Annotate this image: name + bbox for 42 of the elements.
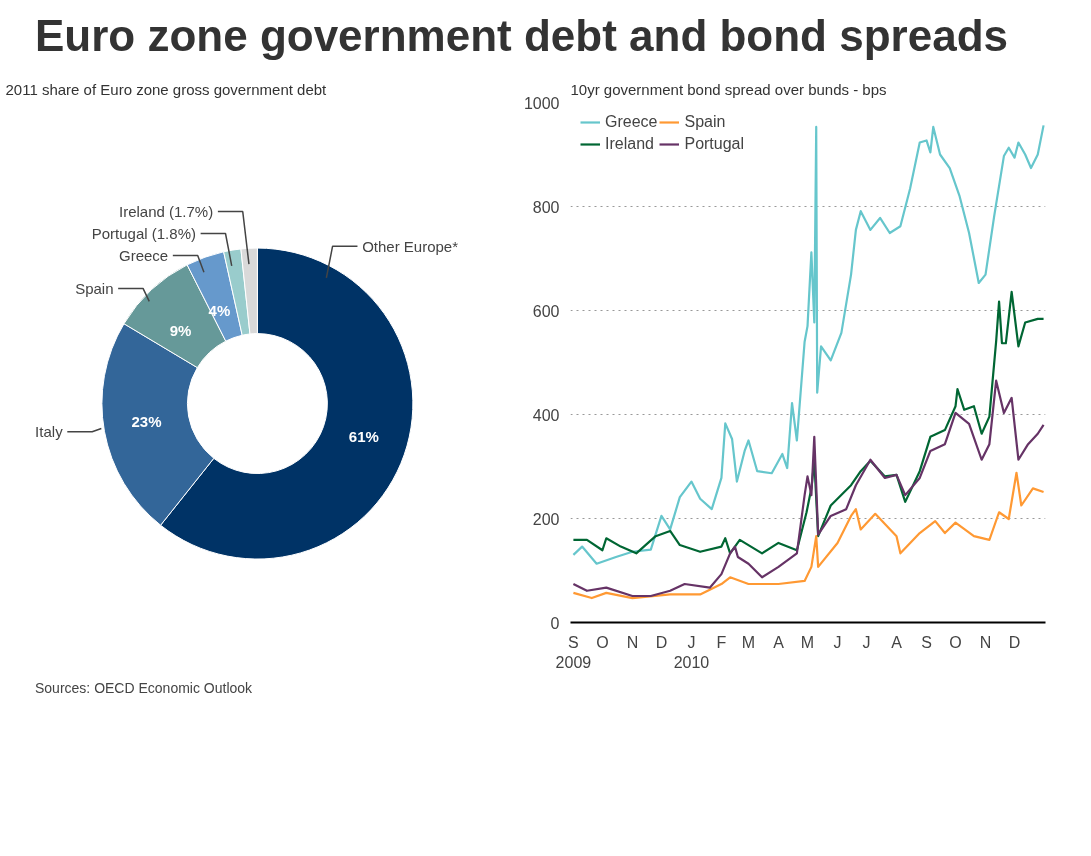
- slice-label: Greece: [118, 246, 169, 264]
- legend-label: Spain: [684, 112, 726, 131]
- line-series: [572, 379, 1045, 597]
- x-tick-label: O: [596, 633, 609, 651]
- x-tick-label: J: [862, 633, 871, 651]
- y-tick-label: 200: [532, 510, 560, 528]
- slice-label: Other Europe*: [362, 237, 459, 255]
- slice-label: Spain: [75, 279, 114, 297]
- y-tick-label: 400: [532, 406, 560, 424]
- data-label: 23%: [131, 412, 162, 430]
- legend-label: Portugal: [684, 134, 745, 153]
- chart-title: 10yr government bond spread over bunds - bps: [570, 80, 887, 98]
- x-tick-label: S: [921, 633, 932, 651]
- chart-subtitle: 2011 share of Euro zone gross government debt: [5, 80, 328, 98]
- y-tick-label: 800: [532, 198, 560, 216]
- x-tick-label: S 2009: [555, 633, 592, 671]
- legend-label: Ireland: [605, 134, 654, 153]
- data-label: 9%: [169, 322, 192, 340]
- x-tick-label: M: [741, 633, 756, 651]
- x-tick-label: N: [979, 633, 992, 651]
- y-tick-label: 600: [532, 302, 560, 320]
- chart-title: Euro zone government debt and bond spreads: [35, 10, 1008, 62]
- x-tick-label: A: [773, 633, 785, 651]
- slice-label: Ireland (1.7%): [118, 202, 214, 220]
- x-tick-label: M: [800, 633, 815, 651]
- x-tick-label: J 2010: [673, 633, 710, 671]
- line-series: [572, 290, 1045, 555]
- source-note: Sources: OECD Economic Outlook: [35, 678, 253, 698]
- x-tick-label: D: [655, 633, 668, 651]
- x-tick-label: N: [626, 633, 639, 651]
- y-tick-label: 1000: [523, 94, 560, 112]
- x-tick-label: F: [716, 633, 727, 651]
- legend-label: Greece: [605, 112, 658, 131]
- y-tick-label: 0: [550, 614, 560, 632]
- x-tick-label: D: [1008, 633, 1021, 651]
- x-tick-label: O: [949, 633, 962, 651]
- slice-label: Italy: [35, 423, 64, 441]
- slice-label: Portugal (1.8%): [91, 224, 196, 242]
- x-tick-label: J: [833, 633, 842, 651]
- x-tick-label: A: [891, 633, 903, 651]
- line-series: [572, 471, 1045, 599]
- data-label: 61%: [348, 427, 379, 445]
